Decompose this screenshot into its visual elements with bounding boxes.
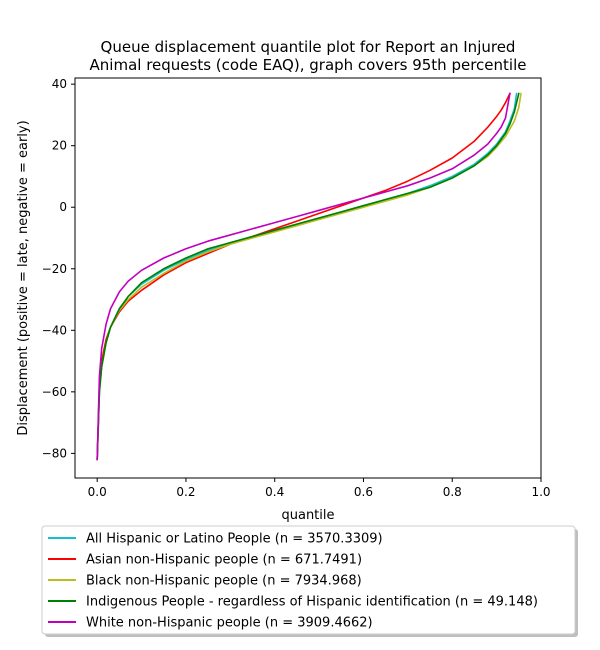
legend: All Hispanic or Latino People (n = 3570.… [41,525,578,637]
y-tick-label: −40 [42,323,67,337]
y-tick-label: −20 [42,262,67,276]
x-tick-label: 1.0 [531,485,550,499]
legend-label-3: Indigenous People - regardless of Hispan… [86,595,538,610]
x-tick-label: 0.4 [265,485,284,499]
y-tick-label: 0 [59,200,67,214]
plot-area-frame [74,77,542,479]
legend-label-0: All Hispanic or Latino People (n = 3570.… [86,532,383,547]
y-tick-label: 40 [52,77,67,91]
series-line-3 [96,92,520,461]
y-axis-label: Displacement (positive = late, negative … [16,120,31,435]
y-tick-label: −60 [42,385,67,399]
y-tick-label: 20 [52,139,67,153]
x-axis-label: quantile [281,508,334,523]
y-axis-ticks: −80 −60 −40 −20 0 20 40 [42,77,75,460]
x-tick-label: 0.2 [176,485,195,499]
x-tick-label: 0.6 [354,485,373,499]
legend-box [41,525,576,635]
chart-title: Queue displacement quantile plot for Rep… [90,38,527,74]
series-line-4 [96,92,511,461]
series-layer [96,92,522,461]
legend-items: All Hispanic or Latino People (n = 3570.… [48,532,538,631]
legend-label-4: White non-Hispanic people (n = 3909.4662… [86,616,373,631]
legend-label-1: Asian non-Hispanic people (n = 671.7491) [86,553,362,568]
x-tick-label: 0.8 [443,485,462,499]
chart-title-line-1: Queue displacement quantile plot for Rep… [101,38,516,56]
y-tick-label: −80 [42,446,67,460]
x-axis-ticks: 0.0 0.2 0.4 0.6 0.8 1.0 [88,478,551,499]
x-tick-label: 0.0 [88,485,107,499]
legend-label-2: Black non-Hispanic people (n = 7934.968) [86,574,362,589]
chart-title-line-2: Animal requests (code EAQ), graph covers… [90,56,527,74]
